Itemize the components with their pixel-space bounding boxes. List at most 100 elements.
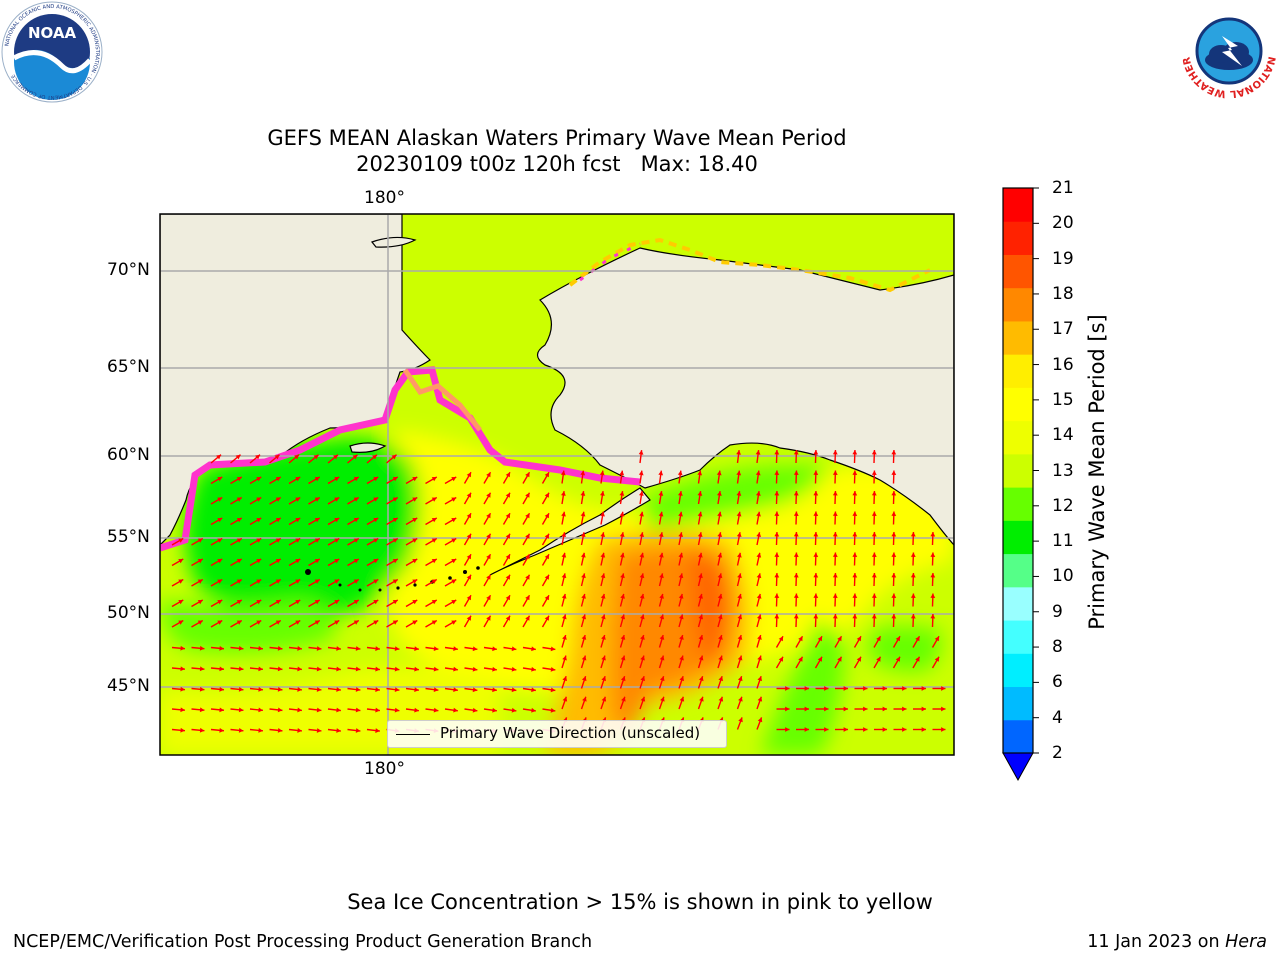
wave-arrow-head	[619, 532, 625, 538]
wave-arrow-head	[297, 666, 302, 672]
wave-arrow-head	[505, 615, 510, 621]
wave-arrow-head	[392, 477, 398, 482]
wave-arrow-head	[600, 593, 606, 599]
wave-arrow-head	[798, 656, 803, 662]
wave-arrow-head	[277, 707, 283, 713]
wave-arrow-head	[876, 656, 881, 662]
wave-arrow-head	[755, 470, 761, 476]
wave-arrow-head	[197, 620, 203, 625]
wave-arrow-head	[236, 600, 242, 605]
wave-arrow-head	[256, 579, 262, 584]
wave-arrow-head	[505, 574, 510, 580]
colorbar-segment	[1003, 586, 1033, 621]
wave-arrow-head	[544, 533, 549, 539]
wave-arrow-head	[295, 518, 301, 523]
wave-arrow-head	[895, 656, 900, 662]
colorbar-tick-label: 14	[1052, 425, 1074, 446]
wave-arrow-head	[581, 635, 587, 640]
wave-arrow-head	[600, 573, 606, 579]
wave-arrow-head	[562, 696, 568, 702]
wave-arrow-head	[275, 538, 281, 543]
wave-arrow-head	[355, 728, 361, 733]
wave-arrow-head	[392, 559, 398, 564]
wave-arrow-head	[531, 666, 536, 672]
wave-arrow-head	[352, 454, 358, 460]
wave-arrow-head	[372, 454, 378, 460]
wave-arrow-head	[804, 727, 809, 732]
colorbar-tick-label: 10	[1052, 566, 1074, 587]
wave-arrow-head	[394, 707, 400, 713]
colorbar-label: Primary Wave Mean Period [s]	[1085, 314, 1109, 630]
sea-ice-edge	[160, 366, 641, 552]
wave-arrow-head	[698, 614, 704, 620]
wave-arrow-head	[902, 706, 907, 712]
wave-arrow-head	[431, 477, 437, 482]
wave-arrow-head	[178, 579, 184, 584]
wave-arrow-head	[258, 666, 263, 672]
wave-arrow-head	[871, 532, 877, 537]
green-zone	[185, 437, 420, 620]
wave-arrow-head	[804, 686, 809, 691]
wave-arrow-head	[451, 579, 457, 584]
wave-arrow-head	[258, 687, 263, 692]
wave-arrow-head	[199, 645, 205, 651]
wave-arrow-head	[698, 593, 703, 599]
wave-arrow-head	[871, 470, 877, 475]
wave-arrow-head	[580, 552, 586, 558]
wave-arrow-head	[824, 706, 829, 712]
colorbar-segment	[1003, 287, 1033, 322]
wave-arrow-head	[373, 620, 379, 625]
wave-arrow-head	[856, 656, 861, 662]
wave-arrow-head	[525, 554, 530, 560]
wave-arrow-head	[717, 491, 722, 496]
wave-arrow-head	[698, 573, 703, 579]
wave-arrow-head	[871, 450, 877, 455]
wave-arrow-head	[314, 477, 320, 482]
wave-arrow-head	[774, 511, 780, 516]
wave-arrow-head	[236, 538, 242, 543]
wave-arrow-head	[544, 615, 549, 621]
wave-arrow-head	[891, 573, 897, 578]
wave-arrow-head	[531, 646, 536, 652]
wave-arrow-head	[934, 636, 939, 642]
wave-arrow-head	[511, 707, 517, 713]
wave-arrow-head	[472, 666, 478, 672]
wave-arrow-head	[217, 518, 223, 523]
wave-arrow-head	[756, 511, 761, 517]
wave-arrow-head	[882, 706, 887, 712]
wave-arrow-head	[852, 491, 858, 496]
colorbar-extend-triangle	[1002, 752, 1034, 782]
wave-arrow-head	[414, 687, 419, 692]
wave-arrow-head	[295, 620, 301, 625]
wave-arrow-head	[716, 470, 722, 476]
wave-arrow-head	[236, 497, 242, 502]
wave-arrow-head	[891, 593, 897, 598]
wave-arrow-head	[891, 450, 897, 455]
wave-arrow-head	[178, 538, 184, 543]
wave-arrow-head	[414, 707, 419, 713]
wave-arrow-head	[492, 707, 497, 713]
wave-arrow-head	[679, 655, 684, 661]
wave-arrow-head	[640, 635, 645, 640]
wave-arrow-head	[639, 614, 645, 620]
wave-arrow-head	[738, 696, 743, 702]
wave-arrow-head	[314, 559, 320, 564]
wave-arrow-head	[658, 511, 664, 517]
wave-arrow-head	[412, 579, 418, 584]
wave-arrow-head	[718, 696, 724, 702]
wave-arrow-head	[774, 450, 780, 455]
footer-date: 11 Jan 2023 on Hera	[1087, 932, 1267, 952]
st-lawrence-island	[349, 442, 387, 453]
wave-arrow-head	[871, 614, 877, 619]
wave-arrow-head	[295, 579, 301, 584]
wave-arrow-head	[297, 646, 302, 651]
green-zone	[640, 465, 830, 530]
wave-arrow-head	[902, 686, 907, 691]
wave-arrow-head	[353, 518, 359, 523]
wave-arrow-head	[678, 552, 684, 558]
wave-arrow-head	[353, 477, 359, 482]
wave-arrow-head	[902, 727, 907, 732]
wave-arrow-head	[238, 686, 244, 692]
legend-label: Primary Wave Direction (unscaled)	[440, 724, 701, 742]
wave-arrow-head	[277, 646, 283, 651]
